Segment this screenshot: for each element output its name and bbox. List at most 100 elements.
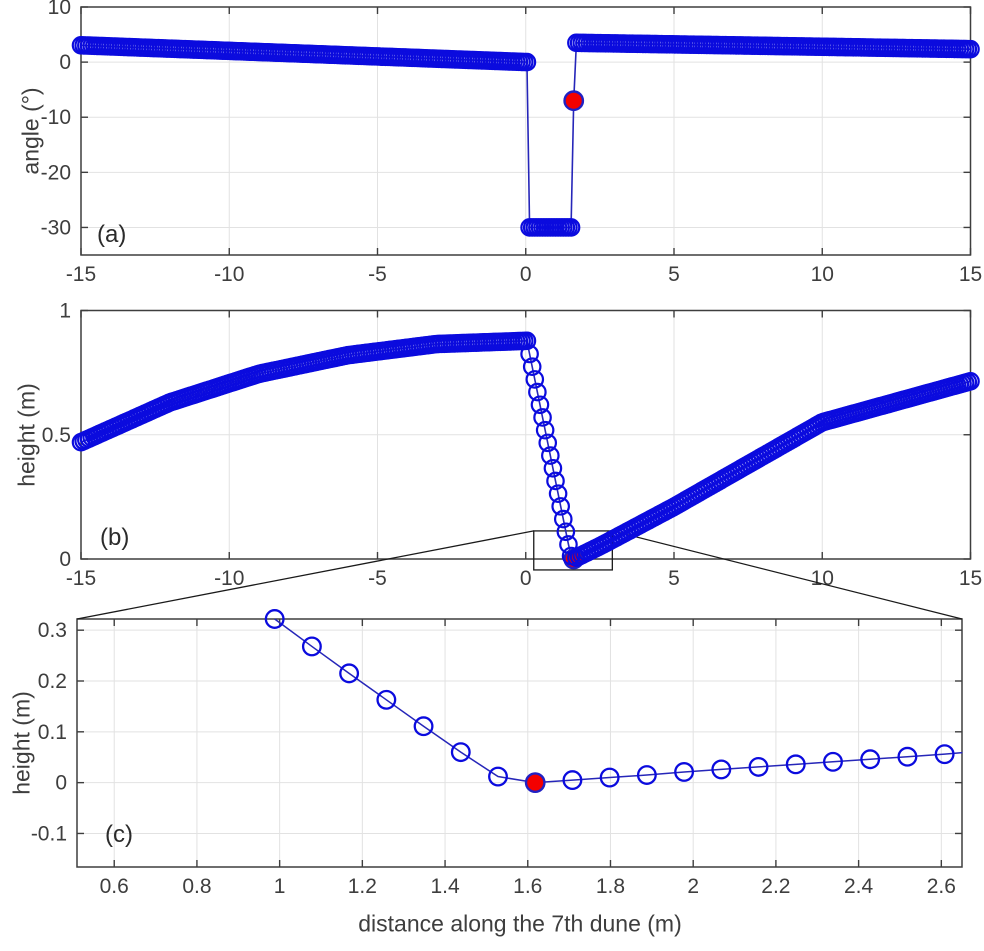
- x-tick-label: 1.8: [596, 875, 625, 898]
- panel-b-tickmarks: [80, 309, 972, 560]
- data-point-marker: [533, 408, 552, 427]
- x-tick-label: 10: [811, 567, 834, 590]
- panel-c-frame: [76, 618, 963, 868]
- data-point-marker: [528, 382, 547, 402]
- x-tick-label: -15: [66, 567, 96, 590]
- data-point-marker: [543, 458, 563, 478]
- blue-circle-markers-c: [264, 609, 955, 791]
- x-tick-label: 1.2: [348, 875, 377, 898]
- panel-c-axes: 0.6 0.8 1 1.2 1.4 1.6 1.8 2 2.2 2.4 2.6 0.3 0.2 0.1 0 -…: [31, 618, 963, 898]
- data-point-marker: [961, 39, 980, 59]
- data-point-marker: [556, 522, 576, 542]
- y-tick-label: 0.1: [38, 721, 67, 744]
- x-tick-label: 2.4: [844, 875, 874, 898]
- panel-c-ticklabels: 0.6 0.8 1 1.2 1.4 1.6 1.8 2 2.2 2.4 2.6 0.3 0.2 0.1 0 -…: [31, 619, 956, 898]
- x-tick-label: -10: [214, 263, 244, 286]
- data-point-marker: [546, 471, 565, 491]
- data-point-marker: [538, 433, 558, 453]
- zoom-connector-right: [612, 530, 963, 620]
- data-point-marker: [559, 535, 578, 554]
- x-tick-label: 0.8: [182, 875, 211, 898]
- x-tick-label: 5: [668, 263, 680, 286]
- x-tick-label: 15: [959, 567, 982, 590]
- y-tick-label: -0.1: [31, 822, 67, 845]
- data-point-marker: [530, 395, 550, 415]
- x-tick-label: 0.6: [100, 875, 129, 898]
- panel-c-grid: [77, 619, 962, 867]
- data-point-marker: [934, 744, 955, 765]
- y-tick-label: 0: [55, 772, 67, 795]
- panel-c-data: [264, 609, 963, 794]
- x-tick-label: 10: [811, 263, 834, 286]
- y-tick-label: 0.3: [38, 619, 67, 642]
- x-tick-label: 2: [687, 875, 699, 898]
- x-tick-label: -10: [214, 567, 244, 590]
- panel-a-data: [71, 33, 980, 237]
- panel-b-axes: -15 -10 -5 0 5 10 15 0 0.5 1: [42, 300, 982, 591]
- data-point-marker: [339, 663, 360, 684]
- profile-line-c: [274, 618, 963, 784]
- panel-b-ticklabels: -15 -10 -5 0 5 10 15 0 0.5 1: [42, 300, 982, 591]
- x-tick-label: 5: [668, 567, 680, 590]
- data-point-marker: [541, 446, 560, 465]
- y-tick-label: 0: [59, 51, 71, 74]
- data-point-marker: [548, 484, 568, 503]
- data-point-marker: [551, 497, 570, 516]
- data-point-marker: [823, 751, 843, 772]
- data-point-marker: [525, 370, 545, 389]
- data-point-marker: [301, 636, 322, 657]
- y-tick-label: 0: [59, 548, 71, 571]
- zoom-connector-left: [76, 530, 534, 620]
- y-tick-label: 0.2: [38, 670, 67, 693]
- x-tick-label: 1.6: [513, 875, 542, 898]
- y-tick-label: 1: [59, 300, 71, 323]
- panel-a-ylabel: angle (°): [17, 87, 44, 175]
- data-point-marker: [520, 344, 539, 364]
- data-point-marker: [553, 509, 573, 529]
- data-point-marker: [517, 331, 537, 351]
- x-axis-label: distance along the 7th dune (m): [358, 910, 682, 937]
- panel-c-tickmarks: [77, 619, 962, 867]
- data-point-marker: [785, 754, 806, 775]
- data-point-marker: [961, 372, 980, 391]
- y-tick-label: 10: [48, 0, 71, 19]
- y-tick-label: -30: [41, 216, 71, 239]
- blue-circle-markers-a: [71, 33, 980, 237]
- data-point-marker: [517, 52, 537, 72]
- x-tick-label: 1.4: [430, 875, 460, 898]
- red-transition-marker-c: [524, 772, 546, 794]
- data-point-marker: [535, 420, 555, 440]
- panel-b-ylabel: height (m): [13, 383, 40, 487]
- panel-c-ylabel: height (m): [8, 691, 35, 795]
- data-point-marker: [599, 767, 620, 788]
- data-point-marker: [376, 689, 397, 710]
- data-point-marker: [488, 766, 508, 787]
- data-point-marker: [522, 357, 542, 376]
- data-point-marker: [264, 609, 285, 629]
- blue-circle-markers-b: [71, 331, 980, 568]
- x-tick-label: 1: [274, 875, 286, 898]
- y-tick-label: -10: [41, 106, 71, 129]
- red-transition-marker-a: [563, 90, 585, 112]
- data-point-marker: [748, 756, 769, 777]
- data-point-marker: [561, 218, 581, 237]
- data-point-marker: [450, 742, 471, 763]
- panel-a-ticklabels: -15 -10 -5 0 5 10 15 10 0 -10 -20 -30: [41, 0, 983, 286]
- x-tick-label: 2.6: [927, 875, 956, 898]
- data-point-marker: [636, 765, 657, 785]
- x-tick-label: 0: [520, 567, 532, 590]
- x-tick-label: 0: [520, 263, 532, 286]
- data-point-marker: [562, 770, 583, 791]
- x-tick-label: 15: [959, 263, 982, 286]
- x-tick-label: -5: [368, 263, 387, 286]
- data-point-marker: [674, 762, 695, 782]
- panel-a-tickmarks: [80, 6, 972, 255]
- x-tick-label: -5: [368, 567, 387, 590]
- panel-b-data: [71, 331, 980, 570]
- x-tick-label: 2.2: [761, 875, 790, 898]
- panel-a-label: (a): [97, 221, 127, 248]
- x-tick-label: -15: [66, 263, 96, 286]
- panel-c-plot-area: [77, 619, 962, 867]
